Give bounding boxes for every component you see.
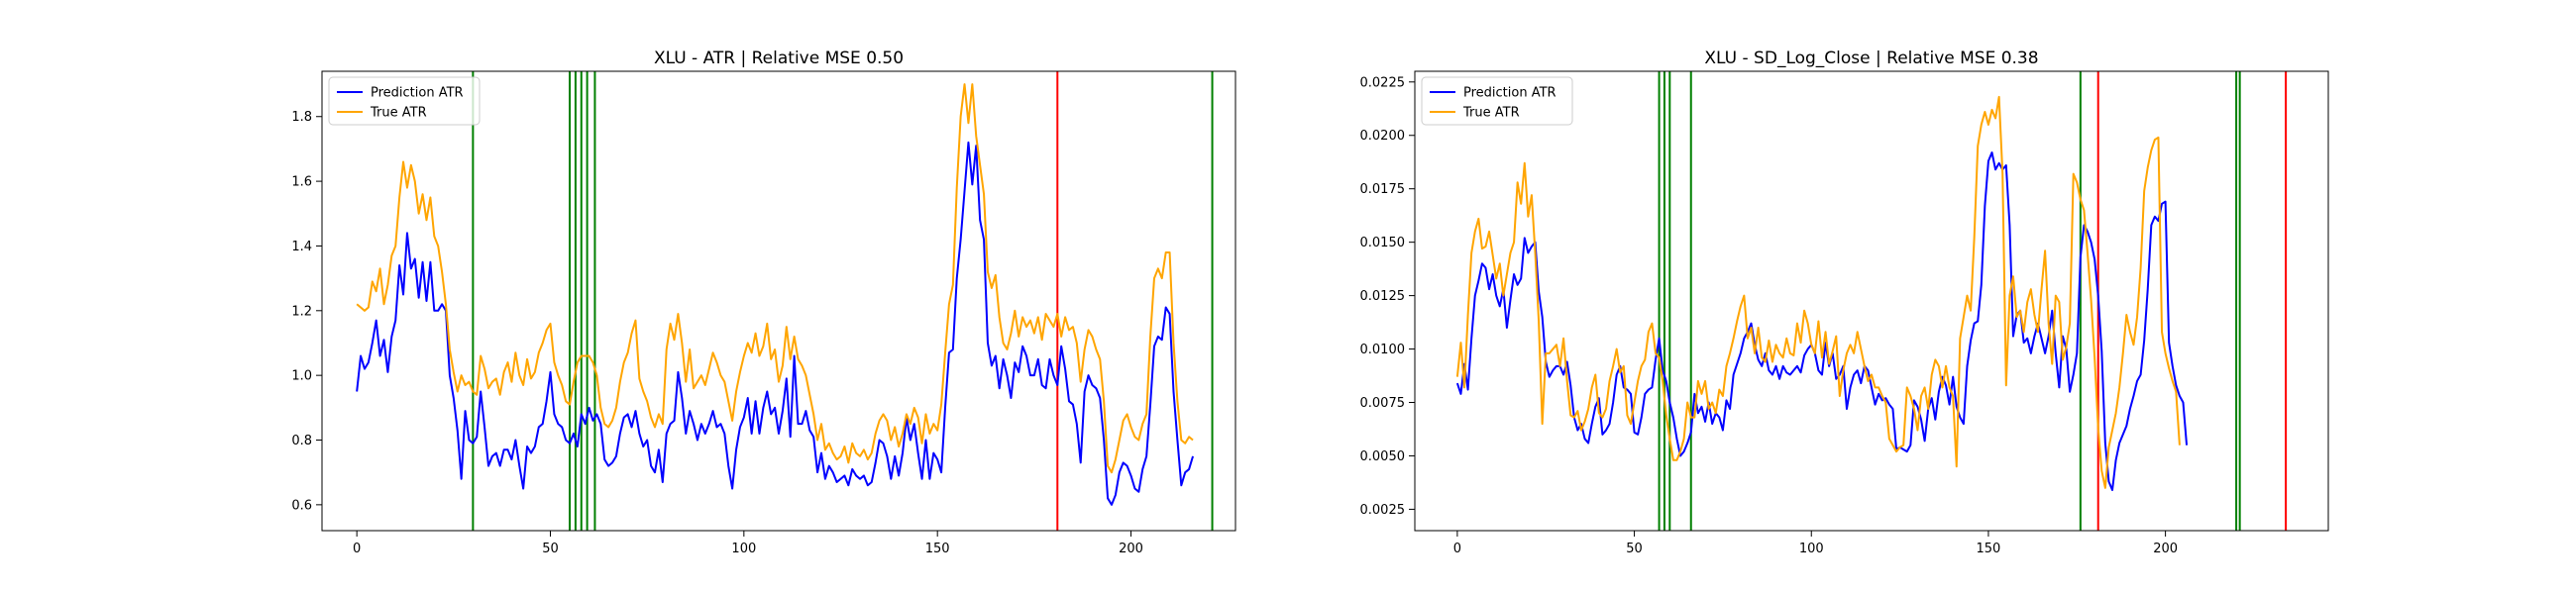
chart-panel-2: 0 50 100 150 200 0.0025 0.0050 0.0075 0.0100 0.01… (1360, 49, 2329, 556)
legend-box (328, 76, 481, 126)
x-tick-label: 0 (1453, 542, 1461, 556)
x-tick-label: 100 (1799, 542, 1824, 556)
y-tick-label: 0.0200 (1360, 129, 1406, 144)
x-tick-label: 50 (542, 542, 559, 556)
y-tick-label: 0.8 (291, 434, 312, 448)
chart-panel-1: 0 50 100 150 200 0.6 0.8 1.0 1.2 1.4 1.6 1.8 XLU - A… (291, 49, 1236, 556)
x-tick-label: 200 (2153, 542, 2178, 556)
y-tick-label: 1.4 (291, 240, 312, 254)
y-tick-label: 0.0150 (1360, 236, 1406, 250)
x-tick-label: 0 (353, 542, 361, 556)
legend-label: True ATR (1462, 106, 1520, 121)
series-line-true (1455, 95, 2181, 489)
y-tick-label: 1.2 (291, 304, 312, 319)
x-tick-label: 200 (1119, 542, 1143, 556)
y-tick-label: 1.8 (291, 110, 312, 125)
y-tick-label: 0.0050 (1360, 449, 1406, 464)
y-tick-label: 0.0225 (1360, 75, 1406, 90)
axes-frame (1414, 70, 2329, 532)
legend-label: True ATR (370, 106, 427, 121)
y-tick-label: 1.6 (291, 175, 312, 190)
legend-box (1421, 76, 1573, 126)
y-tick-label: 1.0 (291, 369, 312, 384)
x-tick-label: 100 (731, 542, 756, 556)
chart-title: XLU - ATR | Relative MSE 0.50 (654, 49, 904, 68)
y-tick-label: 0.0125 (1360, 289, 1406, 304)
series-line-true (356, 83, 1194, 474)
x-tick-label: 150 (925, 542, 950, 556)
x-tick-label: 150 (1977, 542, 2001, 556)
axes-frame (321, 70, 1236, 532)
legend-label: Prediction ATR (371, 86, 464, 101)
series-line-prediction (1455, 151, 2189, 491)
chart-title: XLU - SD_Log_Close | Relative MSE 0.38 (1704, 49, 2038, 68)
y-tick-label: 0.0175 (1360, 182, 1406, 197)
y-tick-label: 0.0025 (1360, 503, 1406, 518)
y-tick-label: 0.0100 (1360, 343, 1406, 357)
series-line-prediction (356, 141, 1194, 506)
legend-label: Prediction ATR (1463, 86, 1556, 101)
y-tick-label: 0.6 (291, 498, 312, 513)
y-tick-label: 0.0075 (1360, 396, 1406, 411)
x-tick-label: 50 (1626, 542, 1643, 556)
